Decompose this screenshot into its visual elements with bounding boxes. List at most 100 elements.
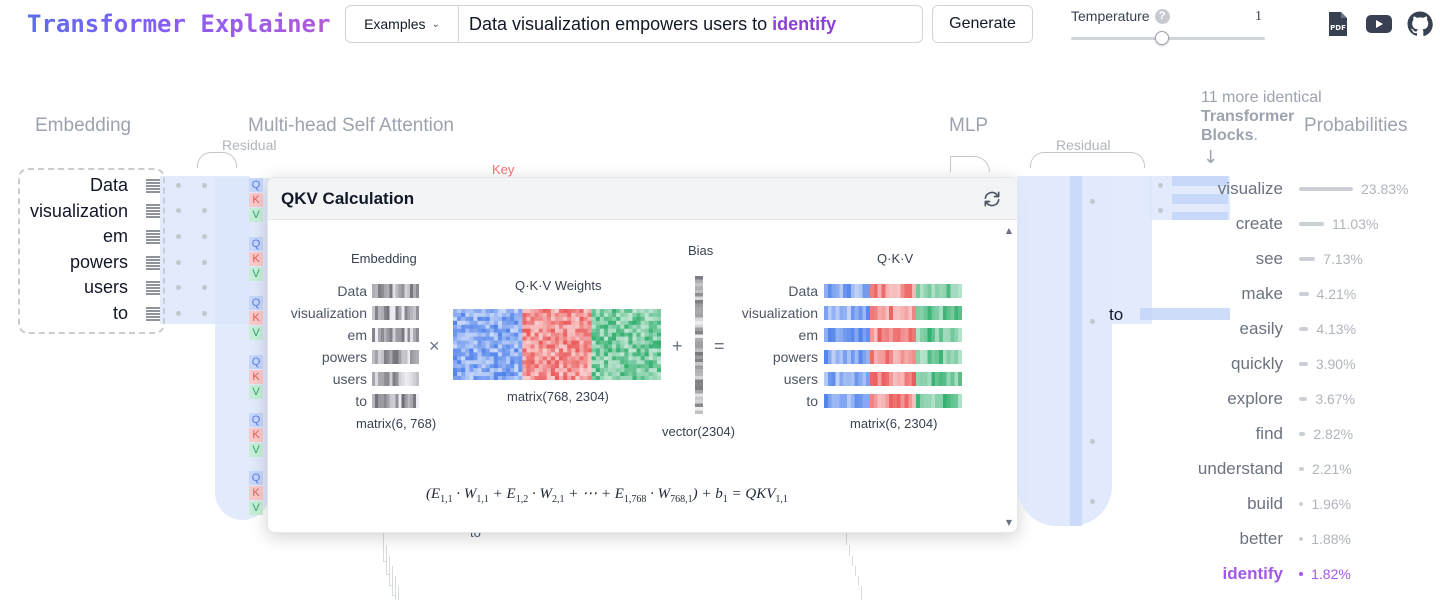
qkv-head[interactable]: Q K V xyxy=(249,178,263,223)
weight-cell xyxy=(534,352,539,357)
qkv-row-bar[interactable] xyxy=(824,284,962,298)
probability-row[interactable]: create 11.03% xyxy=(1180,212,1379,236)
weight-cell xyxy=(497,309,503,314)
embedding-title[interactable]: Embedding xyxy=(35,115,132,136)
embedding-vector[interactable] xyxy=(146,281,160,295)
qkv-row-bar[interactable] xyxy=(824,306,962,320)
embedding-vector[interactable] xyxy=(146,307,160,321)
probability-row[interactable]: see 7.13% xyxy=(1180,247,1363,271)
help-icon[interactable]: ? xyxy=(1154,8,1170,24)
weight-cell xyxy=(612,376,617,380)
qkv-row-bar[interactable] xyxy=(824,372,962,386)
weight-cell xyxy=(461,324,466,330)
qkv-output-label: Q·K·V xyxy=(877,251,914,266)
examples-dropdown[interactable]: Examples ⌄ xyxy=(346,6,459,42)
embedding-vector[interactable] xyxy=(146,179,160,193)
probability-row[interactable]: find 2.82% xyxy=(1180,422,1354,446)
probability-row[interactable]: build 1.96% xyxy=(1180,492,1351,516)
embedding-row-bar[interactable] xyxy=(372,394,419,408)
qkv-head[interactable]: Q K V xyxy=(249,413,263,458)
scroll-down-arrow[interactable]: ▼ xyxy=(1005,518,1012,527)
weight-cell xyxy=(514,372,519,377)
embedding-matrix[interactable] xyxy=(372,284,419,416)
prompt-text[interactable]: Data visualization empowers users to ide… xyxy=(459,14,836,35)
embedding-row-bar[interactable] xyxy=(372,350,419,364)
weight-cell xyxy=(579,320,584,326)
probability-row[interactable]: identify 1.82% xyxy=(1180,562,1351,586)
github-icon[interactable] xyxy=(1407,11,1433,37)
probability-row[interactable]: understand 2.21% xyxy=(1180,457,1352,481)
token[interactable]: to xyxy=(112,302,128,323)
probabilities-title[interactable]: Probabilities xyxy=(1304,115,1408,136)
embedding-vector[interactable] xyxy=(146,230,160,244)
qkv-head[interactable]: Q K V xyxy=(249,237,263,282)
qkv-row-bar[interactable] xyxy=(824,350,962,364)
qkv-row-bar[interactable] xyxy=(824,394,962,408)
probability-row[interactable]: explore 3.67% xyxy=(1180,387,1355,411)
weight-cell xyxy=(612,364,617,369)
weight-cell xyxy=(497,336,503,341)
probability-row[interactable]: better 1.88% xyxy=(1180,527,1351,551)
weight-cell xyxy=(640,320,645,326)
probability-row[interactable]: visualize 23.83% xyxy=(1180,177,1409,201)
embedding-box[interactable] xyxy=(18,168,165,334)
weight-cell xyxy=(501,348,507,353)
weight-cell xyxy=(522,316,527,322)
qkv-modal[interactable]: QKV Calculation ▲ ▼ Embedding Data visua… xyxy=(267,177,1018,533)
weight-cell xyxy=(542,376,548,380)
pdf-icon[interactable]: PDF xyxy=(1325,12,1351,36)
refresh-icon[interactable] xyxy=(982,189,1002,209)
embedding-vector[interactable] xyxy=(146,256,160,270)
app-logo[interactable]: Transformer Explainer xyxy=(27,10,331,38)
token[interactable]: powers xyxy=(69,251,128,272)
weight-cell xyxy=(571,332,576,337)
weight-cell xyxy=(469,312,474,318)
weight-cell xyxy=(465,332,470,337)
youtube-icon[interactable] xyxy=(1366,12,1392,36)
token[interactable]: em xyxy=(102,226,128,247)
probability-percent: 4.13% xyxy=(1316,321,1357,337)
weight-cell xyxy=(506,324,511,330)
weight-cell xyxy=(579,312,584,318)
embedding-row-bar[interactable] xyxy=(372,328,419,342)
embedding-vector[interactable] xyxy=(146,204,160,218)
attention-title[interactable]: Multi-head Self Attention xyxy=(248,115,454,136)
weight-cell xyxy=(465,356,470,361)
weight-cell xyxy=(567,336,572,341)
probability-row[interactable]: quickly 3.90% xyxy=(1180,352,1356,376)
weight-cell xyxy=(461,364,466,369)
weight-cell xyxy=(648,364,654,369)
embedding-row-bar[interactable] xyxy=(372,284,419,298)
qkv-row-bar[interactable] xyxy=(824,328,962,342)
weight-cell xyxy=(538,340,544,345)
mlp-title[interactable]: MLP xyxy=(949,115,989,136)
weight-cell xyxy=(587,364,592,369)
qkv-output-matrix[interactable] xyxy=(824,284,962,416)
token[interactable]: users xyxy=(83,277,128,298)
token[interactable]: Data xyxy=(89,175,128,195)
weight-cell xyxy=(477,352,482,357)
prompt-input[interactable]: Examples ⌄ Data visualization empowers u… xyxy=(345,5,923,43)
weight-cell xyxy=(481,364,486,369)
qkv-head[interactable]: Q K V xyxy=(249,471,263,516)
weight-cell xyxy=(510,328,515,333)
weight-cell xyxy=(583,320,588,326)
embedding-row-bar[interactable] xyxy=(372,372,419,386)
token[interactable]: visualization xyxy=(29,200,128,221)
temperature-slider-thumb[interactable] xyxy=(1155,31,1170,45)
bias-vector[interactable] xyxy=(695,276,703,414)
weight-cell xyxy=(607,368,613,373)
embedding-row-bar[interactable] xyxy=(372,306,419,320)
generate-button[interactable]: Generate xyxy=(932,5,1033,43)
weight-cell xyxy=(612,340,617,345)
scroll-up-arrow[interactable]: ▲ xyxy=(1005,226,1012,235)
probability-row[interactable]: make 4.21% xyxy=(1180,282,1356,306)
last-token[interactable]: to xyxy=(1109,305,1124,324)
qkv-head[interactable]: Q K V xyxy=(249,296,263,341)
qkv-weights-matrix[interactable] xyxy=(453,309,661,380)
weight-cell xyxy=(616,309,621,314)
weight-cell xyxy=(542,312,548,318)
probability-row[interactable]: easily 4.13% xyxy=(1180,317,1357,341)
weight-cell xyxy=(457,348,462,353)
qkv-head[interactable]: Q K V xyxy=(249,355,263,400)
